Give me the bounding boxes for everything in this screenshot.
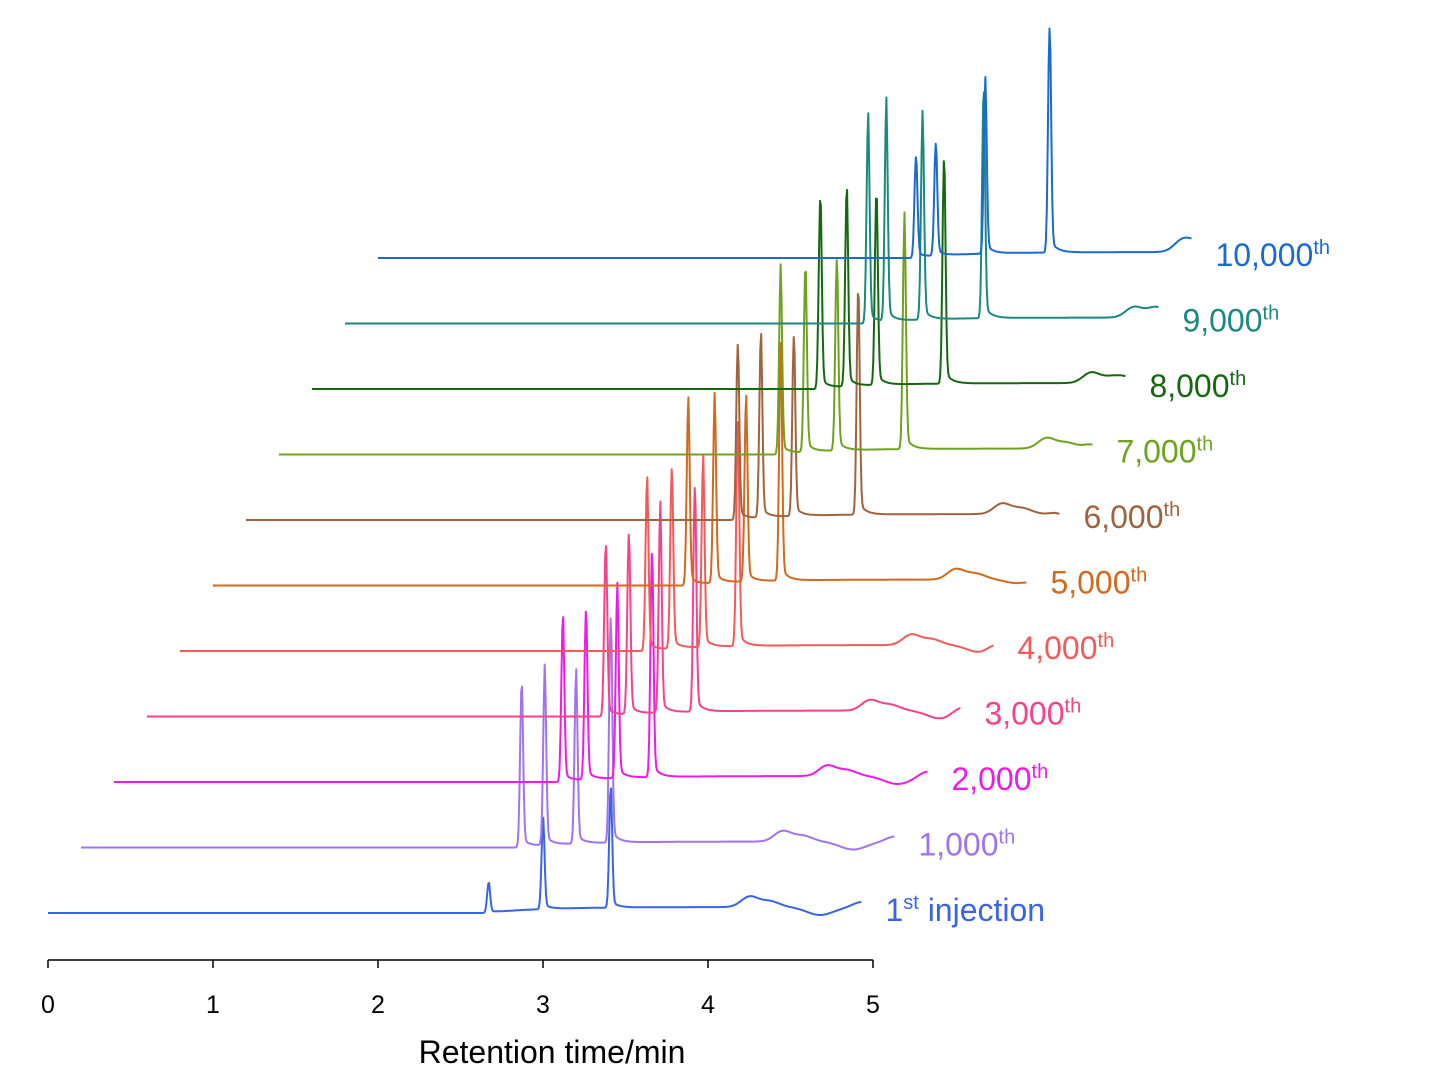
series-label-main: 3,000	[984, 696, 1064, 732]
x-tick-label: 4	[701, 991, 715, 1019]
x-tick-label: 0	[41, 991, 55, 1019]
series-label-sup: th	[1197, 434, 1214, 456]
series-label: 10,000th	[1215, 237, 1330, 273]
series-label: 6,000th	[1083, 499, 1180, 535]
series-label-main: 1,000	[918, 827, 998, 863]
series-label: 8,000th	[1149, 368, 1246, 404]
series-label: 9,000th	[1182, 303, 1279, 339]
series-label-sup: st	[903, 892, 919, 914]
trace-7	[245, 292, 1060, 521]
series-label-main: 8,000	[1149, 368, 1229, 404]
x-tick-label: 3	[536, 991, 550, 1019]
trace-1	[47, 787, 862, 916]
trace-6	[212, 342, 1027, 587]
series-labels-group: 1st injection1,000th2,000th3,000th4,000t…	[885, 237, 1330, 928]
trace-3	[113, 552, 928, 785]
series-label: 7,000th	[1116, 434, 1213, 470]
x-tick-label: 2	[371, 991, 385, 1019]
series-label: 1,000th	[918, 827, 1015, 863]
series-label-sup: th	[1313, 237, 1330, 259]
traces-group	[47, 27, 1192, 916]
x-tick-label: 1	[206, 991, 220, 1019]
trace-5	[179, 421, 994, 653]
series-label-rest: injection	[919, 892, 1045, 928]
trace-11	[377, 27, 1192, 259]
series-label: 2,000th	[951, 761, 1048, 797]
series-label-sup: th	[1032, 761, 1049, 783]
series-label: 4,000th	[1017, 630, 1114, 666]
trace-9	[311, 160, 1126, 390]
x-axis: 0 1 2 3 4 5	[41, 959, 880, 1019]
trace-8	[278, 211, 1093, 456]
series-label-main: 2,000	[951, 761, 1031, 797]
series-label-main: 1	[885, 892, 903, 928]
series-label: 5,000th	[1050, 565, 1147, 601]
series-label-sup: th	[1065, 696, 1082, 718]
x-tick-label: 5	[866, 991, 880, 1019]
series-label-sup: th	[1131, 565, 1148, 587]
series-label-main: 10,000	[1215, 237, 1313, 273]
series-label: 3,000th	[984, 696, 1081, 732]
series-label-main: 5,000	[1050, 565, 1130, 601]
series-label-main: 9,000	[1182, 303, 1262, 339]
series-label-main: 7,000	[1116, 434, 1196, 470]
series-label-main: 4,000	[1017, 630, 1097, 666]
series-label-sup: th	[1230, 368, 1247, 390]
series-label-sup: th	[1098, 630, 1115, 652]
trace-10	[344, 91, 1159, 325]
trace-2	[80, 617, 895, 851]
series-label-main: 6,000	[1083, 499, 1163, 535]
series-label-sup: th	[999, 827, 1016, 849]
series-label-sup: th	[1263, 303, 1280, 325]
series-label-sup: th	[1164, 499, 1181, 521]
series-label: 1st injection	[885, 892, 1045, 928]
trace-4	[146, 486, 961, 720]
x-axis-title: Retention time/min	[419, 1034, 686, 1070]
